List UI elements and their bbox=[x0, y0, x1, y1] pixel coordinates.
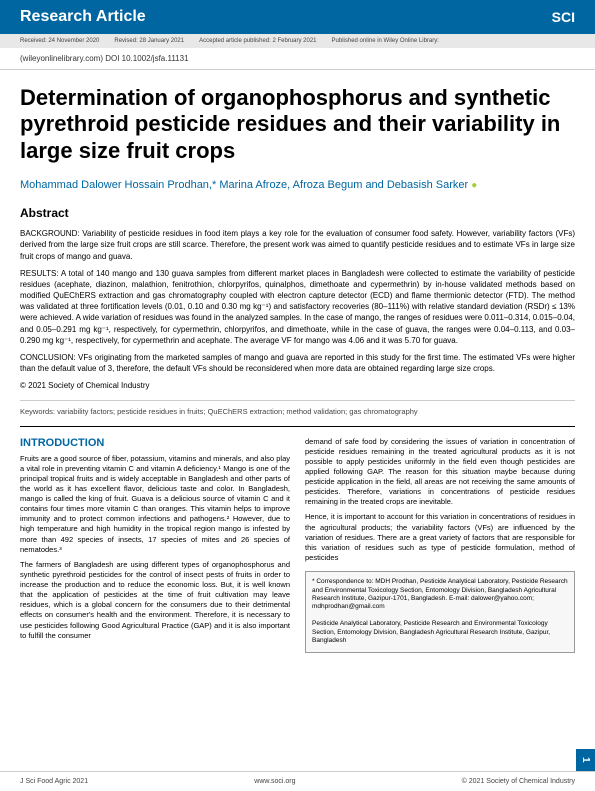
abstract-heading: Abstract bbox=[20, 206, 575, 220]
footer-copyright: © 2021 Society of Chemical Industry bbox=[462, 778, 575, 785]
abstract-results: RESULTS: A total of 140 mango and 130 gu… bbox=[20, 268, 575, 346]
two-column-layout: INTRODUCTION Fruits are a good source of… bbox=[20, 437, 575, 653]
left-column: INTRODUCTION Fruits are a good source of… bbox=[20, 437, 290, 653]
footer-journal: J Sci Food Agric 2021 bbox=[20, 778, 88, 785]
main-content: Determination of organophosphorus and sy… bbox=[0, 70, 595, 663]
correspondence-box: * Correspondence to: MDH Prodhan, Pestic… bbox=[305, 571, 575, 653]
keywords-line: Keywords: variability factors; pesticide… bbox=[20, 400, 575, 416]
revised-date: Revised: 28 January 2021 bbox=[114, 38, 184, 44]
author-list: Mohammad Dalower Hossain Prodhan,* Marin… bbox=[20, 179, 575, 191]
orcid-icon: ● bbox=[471, 180, 477, 191]
correspondence-line2: Pesticide Analytical Laboratory, Pestici… bbox=[312, 620, 568, 645]
correspondence-line1: * Correspondence to: MDH Prodhan, Pestic… bbox=[312, 578, 568, 612]
authors-text: Mohammad Dalower Hossain Prodhan,* Marin… bbox=[20, 179, 468, 191]
section-divider bbox=[20, 426, 575, 427]
page-footer: J Sci Food Agric 2021 www.soci.org © 202… bbox=[0, 771, 595, 791]
article-category: Research Article bbox=[20, 8, 146, 26]
abstract-copyright: © 2021 Society of Chemical Industry bbox=[20, 380, 575, 391]
doi-line: (wileyonlinelibrary.com) DOI 10.1002/jsf… bbox=[0, 48, 595, 70]
sci-logo-icon: SCI bbox=[552, 9, 575, 25]
footer-url: www.soci.org bbox=[254, 778, 295, 785]
intro-p1: Fruits are a good source of fiber, potas… bbox=[20, 454, 290, 555]
abstract-background: BACKGROUND: Variability of pesticide res… bbox=[20, 228, 575, 262]
received-date: Received: 24 November 2020 bbox=[20, 38, 99, 44]
article-title: Determination of organophosphorus and sy… bbox=[20, 85, 575, 164]
published-date: Published online in Wiley Online Library… bbox=[332, 38, 439, 44]
abstract-conclusion: CONCLUSION: VFs originating from the mar… bbox=[20, 352, 575, 374]
accepted-date: Accepted article published: 2 February 2… bbox=[199, 38, 316, 44]
intro-p3: demand of safe food by considering the i… bbox=[305, 437, 575, 508]
right-column: demand of safe food by considering the i… bbox=[305, 437, 575, 653]
introduction-heading: INTRODUCTION bbox=[20, 437, 290, 449]
header-bar: Research Article SCI bbox=[0, 0, 595, 34]
page-number-tab: 1 bbox=[576, 749, 595, 771]
intro-p2: The farmers of Bangladesh are using diff… bbox=[20, 560, 290, 641]
intro-p4: Hence, it is important to account for th… bbox=[305, 512, 575, 563]
meta-dates-bar: Received: 24 November 2020 Revised: 28 J… bbox=[0, 34, 595, 48]
